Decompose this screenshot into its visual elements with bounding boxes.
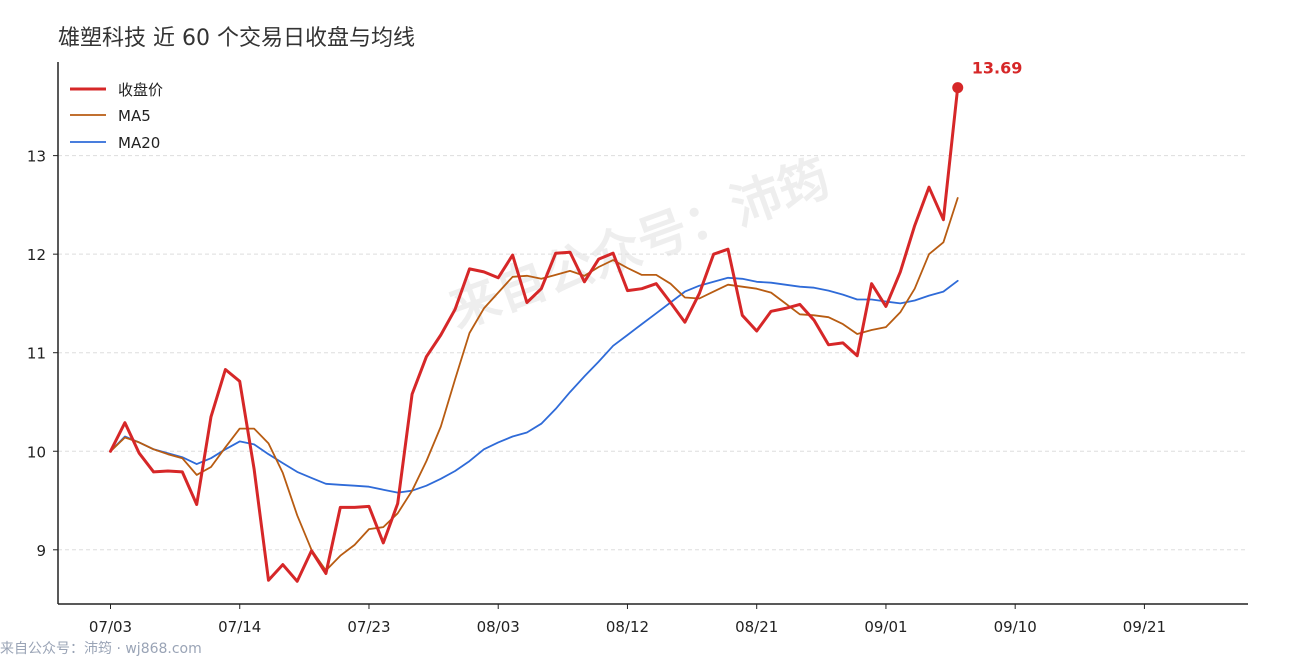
chart-title: 雄塑科技 近 60 个交易日收盘与均线 — [58, 26, 415, 51]
legend-label-close: 收盘价 — [118, 81, 163, 99]
x-tick-label: 08/12 — [606, 618, 649, 636]
x-tick-label: 08/21 — [735, 618, 778, 636]
x-tick-label: 08/03 — [477, 618, 520, 636]
x-tick-label: 07/03 — [89, 618, 132, 636]
grid-lines — [58, 155, 1248, 551]
x-tick-label: 07/14 — [218, 618, 261, 636]
x-tick-label: 09/10 — [994, 618, 1037, 636]
y-tick-label: 11 — [27, 345, 46, 363]
last-value-label: 13.69 — [972, 59, 1023, 78]
x-tick-label: 09/01 — [864, 618, 907, 636]
y-tick-label: 9 — [36, 542, 46, 560]
series-line-close — [109, 86, 960, 583]
y-tick-label: 13 — [27, 148, 46, 166]
y-tick-label: 10 — [27, 443, 46, 461]
legend-label-ma5: MA5 — [118, 107, 151, 125]
data-labels: 13.69 — [972, 59, 1023, 78]
series-lines — [109, 82, 964, 583]
footer-credit: 来自公众号：沛筠 · wj868.com — [0, 641, 202, 657]
last-point-marker — [952, 82, 964, 94]
x-tick-label: 07/23 — [347, 618, 390, 636]
series-line-ma20 — [109, 276, 959, 494]
axes: 9 10 11 12 13 07/03 07/14 07/23 08/03 08/12 08/21 0… — [27, 62, 1248, 636]
y-tick-label: 12 — [27, 246, 46, 264]
series-line-ma5 — [109, 197, 959, 572]
legend-label-ma20: MA20 — [118, 134, 160, 152]
legend: 收盘价 MA5 MA20 — [70, 81, 163, 152]
x-tick-label: 09/21 — [1123, 618, 1166, 636]
